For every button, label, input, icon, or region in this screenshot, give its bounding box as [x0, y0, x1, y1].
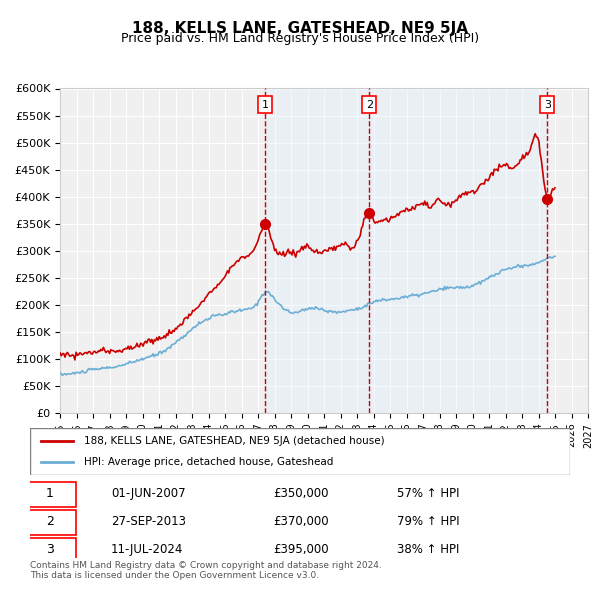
Text: 57% ↑ HPI: 57% ↑ HPI — [397, 487, 460, 500]
FancyBboxPatch shape — [25, 537, 76, 563]
Text: Price paid vs. HM Land Registry's House Price Index (HPI): Price paid vs. HM Land Registry's House … — [121, 32, 479, 45]
Text: 27-SEP-2013: 27-SEP-2013 — [111, 515, 186, 528]
Text: 1: 1 — [46, 487, 54, 500]
Text: 2: 2 — [46, 515, 54, 528]
Text: 3: 3 — [544, 100, 551, 110]
FancyBboxPatch shape — [30, 428, 570, 475]
Text: 1: 1 — [262, 100, 268, 110]
Text: £350,000: £350,000 — [273, 487, 329, 500]
Text: 79% ↑ HPI: 79% ↑ HPI — [397, 515, 460, 528]
Text: Contains HM Land Registry data © Crown copyright and database right 2024.: Contains HM Land Registry data © Crown c… — [30, 560, 382, 569]
Text: 2: 2 — [365, 100, 373, 110]
Text: 3: 3 — [46, 543, 54, 556]
Text: £370,000: £370,000 — [273, 515, 329, 528]
Bar — [265, 88, 369, 413]
FancyBboxPatch shape — [25, 510, 76, 535]
Text: 01-JUN-2007: 01-JUN-2007 — [111, 487, 185, 500]
Text: 188, KELLS LANE, GATESHEAD, NE9 5JA: 188, KELLS LANE, GATESHEAD, NE9 5JA — [132, 21, 468, 35]
Text: £395,000: £395,000 — [273, 543, 329, 556]
Text: 11-JUL-2024: 11-JUL-2024 — [111, 543, 184, 556]
Text: 188, KELLS LANE, GATESHEAD, NE9 5JA (detached house): 188, KELLS LANE, GATESHEAD, NE9 5JA (det… — [84, 436, 385, 446]
Text: This data is licensed under the Open Government Licence v3.0.: This data is licensed under the Open Gov… — [30, 571, 319, 580]
Text: HPI: Average price, detached house, Gateshead: HPI: Average price, detached house, Gate… — [84, 457, 334, 467]
FancyBboxPatch shape — [25, 482, 76, 507]
Bar — [369, 88, 547, 413]
Text: 38% ↑ HPI: 38% ↑ HPI — [397, 543, 460, 556]
